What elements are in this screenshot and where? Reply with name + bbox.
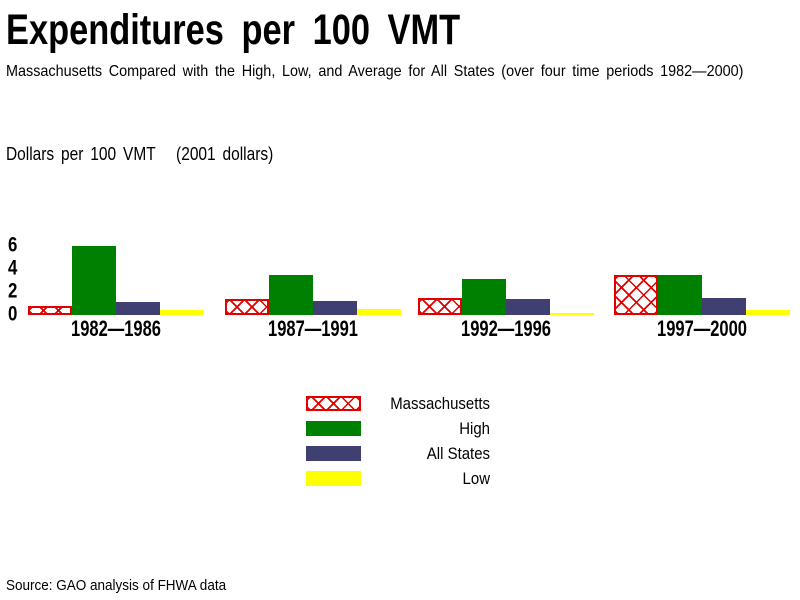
chart-subtitle: Massachusetts Compared with the High, Lo…: [6, 63, 744, 80]
bar-all-1997—2000: [702, 297, 746, 315]
bar-ma-1992—1996: [418, 297, 462, 315]
legend-label-all: All States: [426, 443, 490, 463]
bar-all-1982—1986: [116, 302, 160, 315]
x-axis-label: 1987—1991: [268, 316, 358, 341]
bar-all-1992—1996: [506, 298, 550, 315]
x-axis-label: 1997—2000: [657, 316, 747, 341]
chart-title: Expenditures per 100 VMT: [6, 6, 461, 54]
bar-ma-1987—1991: [225, 298, 269, 315]
bar-low-1997—2000: [746, 310, 790, 315]
y-axis-unit-label: Dollars per 100 VMT (2001 dollars): [6, 144, 274, 164]
y-axis-tick-4: 4: [8, 256, 18, 280]
legend-label-low: Low: [462, 468, 490, 488]
bar-low-1987—1991: [357, 309, 401, 315]
legend-label-ma: Massachusetts: [390, 393, 490, 413]
y-axis-tick-0: 0: [8, 302, 18, 326]
bar-low-1992—1996: [550, 312, 594, 315]
legend-swatch-ma: [306, 396, 361, 411]
legend: Massachusetts High All States Low: [306, 393, 490, 496]
x-axis-label: 1982—1986: [71, 316, 161, 341]
bar-high-1982—1986: [72, 246, 116, 315]
bar-high-1987—1991: [269, 274, 313, 315]
legend-swatch-all: [306, 446, 361, 461]
y-axis-tick-2: 2: [8, 279, 18, 303]
x-axis-label: 1992—1996: [461, 316, 551, 341]
source-note: Source: GAO analysis of FHWA data: [6, 577, 227, 594]
bar-low-1982—1986: [160, 310, 204, 315]
legend-row-ma: Massachusetts: [306, 393, 490, 413]
legend-row-all: All States: [306, 443, 490, 463]
bar-ma-1982—1986: [28, 305, 72, 315]
legend-label-high: High: [459, 418, 490, 438]
legend-swatch-high: [306, 421, 361, 436]
legend-swatch-low: [306, 471, 361, 486]
bar-ma-1997—2000: [614, 274, 658, 315]
y-axis-tick-6: 6: [8, 233, 18, 257]
legend-row-high: High: [306, 418, 490, 438]
bar-all-1987—1991: [313, 301, 357, 315]
bar-high-1997—2000: [658, 274, 702, 315]
bar-high-1992—1996: [462, 279, 506, 315]
legend-row-low: Low: [306, 468, 490, 488]
